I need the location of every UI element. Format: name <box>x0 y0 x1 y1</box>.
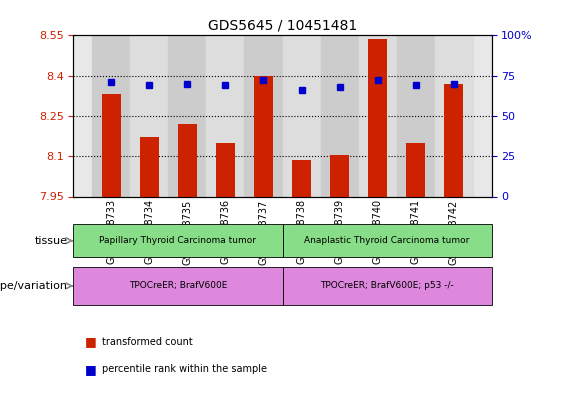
Bar <box>102 94 121 196</box>
Bar <box>131 35 168 197</box>
Bar <box>397 35 434 197</box>
Bar <box>282 35 320 197</box>
Bar <box>216 143 235 196</box>
Text: Papillary Thyroid Carcinoma tumor: Papillary Thyroid Carcinoma tumor <box>99 236 257 245</box>
Bar <box>292 160 311 196</box>
Bar <box>406 143 425 196</box>
Bar <box>245 35 282 197</box>
Bar <box>330 155 349 196</box>
Text: tissue: tissue <box>35 236 68 246</box>
Text: ■: ■ <box>85 363 97 376</box>
Bar <box>178 124 197 196</box>
Bar <box>320 35 359 197</box>
Bar <box>93 35 131 197</box>
Bar <box>168 35 206 197</box>
Bar <box>368 39 387 197</box>
Bar <box>206 35 245 197</box>
Bar <box>254 76 273 196</box>
Bar <box>140 138 159 196</box>
Text: TPOCreER; BrafV600E: TPOCreER; BrafV600E <box>129 281 227 290</box>
Text: genotype/variation: genotype/variation <box>0 281 68 291</box>
Bar <box>434 35 472 197</box>
Text: percentile rank within the sample: percentile rank within the sample <box>102 364 267 375</box>
Bar <box>359 35 397 197</box>
Text: TPOCreER; BrafV600E; p53 -/-: TPOCreER; BrafV600E; p53 -/- <box>320 281 454 290</box>
Title: GDS5645 / 10451481: GDS5645 / 10451481 <box>208 19 357 33</box>
Text: transformed count: transformed count <box>102 337 193 347</box>
Text: Anaplastic Thyroid Carcinoma tumor: Anaplastic Thyroid Carcinoma tumor <box>305 236 470 245</box>
Text: ■: ■ <box>85 335 97 349</box>
Bar <box>444 84 463 196</box>
